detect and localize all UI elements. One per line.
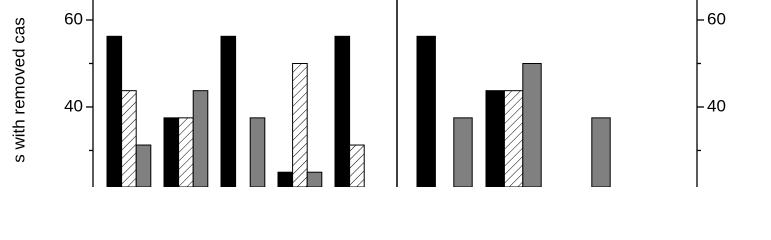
bar [135,144,152,188]
bar [277,171,294,188]
bar [416,35,436,188]
y-tick-label: 40 [64,96,83,115]
y-tick-label: 40 [707,96,726,115]
bar [485,90,505,188]
bar [591,117,611,188]
bar [106,35,123,188]
bar [178,117,194,188]
bar [306,171,323,188]
y-axis-label: s with removed cas [9,17,28,163]
bar [349,144,365,188]
y-tick-label: 60 [64,9,83,28]
bar [292,62,308,188]
bar [334,35,351,188]
bar [249,117,266,188]
bar [522,62,542,188]
bar [121,90,137,188]
y-tick-label: 60 [707,9,726,28]
bar [503,90,524,188]
chart: s with removed cas 40 60 40 60 [9,0,726,188]
bar [453,117,473,188]
bar [163,117,180,188]
bar [220,35,237,188]
bar [192,90,209,188]
